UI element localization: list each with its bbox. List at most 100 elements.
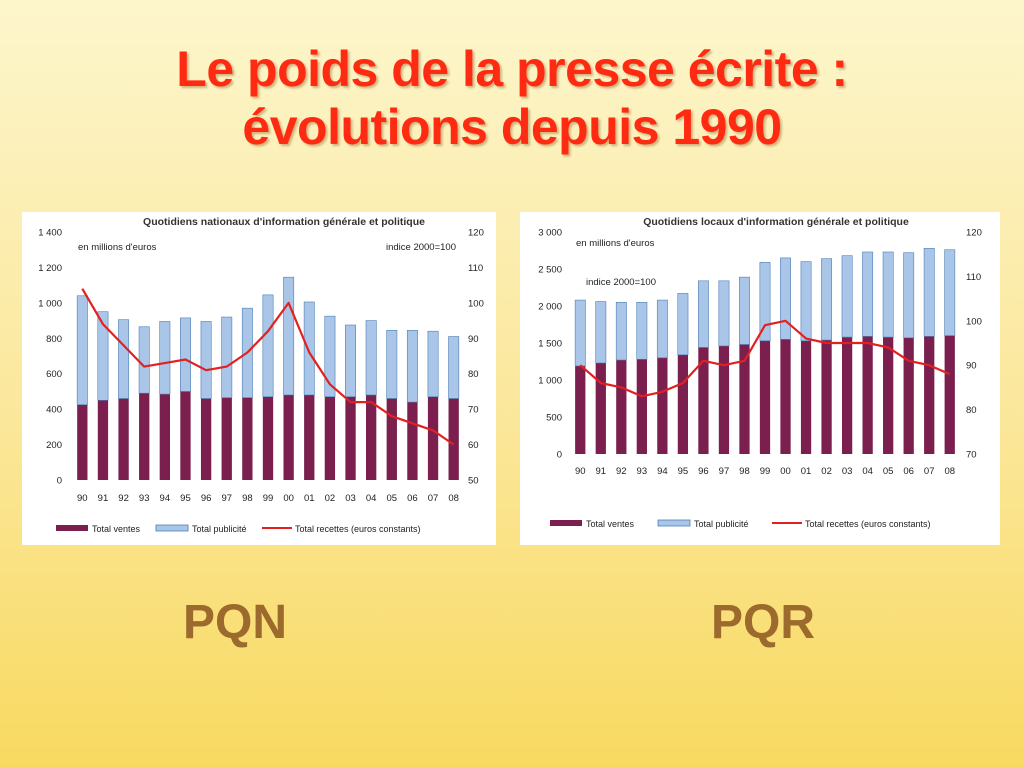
pqn-bar-publicite [386, 330, 398, 399]
pqn-bar-ventes [407, 402, 418, 480]
pqr-bar-ventes [575, 365, 586, 454]
pqr-bar-ventes [924, 336, 935, 454]
pqn-bar-ventes [366, 394, 377, 480]
pqn-left-tick-label: 400 [46, 405, 62, 416]
pqr-bar-publicite [677, 293, 689, 356]
pqr-right-tick-label: 120 [966, 228, 982, 239]
pqr-bar-publicite [862, 251, 874, 337]
pqr-bar-publicite [615, 302, 627, 361]
pqn-bar-ventes [180, 391, 191, 480]
pqn-bar-publicite [448, 336, 460, 399]
pqn-legend-swatch-ventes [56, 525, 88, 531]
pqn-left-tick-label: 600 [46, 369, 62, 380]
pqn-bar-publicite [283, 276, 295, 396]
pqr-bar-ventes [759, 340, 771, 454]
pqn-category-label: 06 [407, 493, 418, 504]
pqn-bar-publicite [118, 319, 130, 399]
pqr-bar-ventes [841, 337, 853, 454]
pqr-legend-swatch-publicite [657, 519, 691, 527]
pqn-bar-ventes [200, 398, 212, 480]
slide-title-line-2: évolutions depuis 1990 [242, 99, 782, 155]
pqr-line-recettes [579, 319, 951, 398]
pqr-category-label: 00 [780, 466, 791, 477]
pqr-bar-ventes [944, 335, 955, 454]
pqr-bar-ventes [800, 340, 812, 454]
pqn-bar-publicite [180, 317, 191, 392]
pqn-bar-publicite [303, 301, 315, 396]
pqr-bar-ventes [883, 337, 894, 454]
pqr-legend-swatch-ventes [550, 520, 582, 526]
pqr-bar-ventes [862, 336, 873, 454]
pqn-line-recettes [81, 288, 455, 446]
pqr-left-tick-label: 1 000 [538, 376, 562, 387]
pqn-category-label: 02 [325, 493, 336, 504]
pqr-right-tick-label: 70 [966, 450, 977, 461]
pqn-bar-ventes [242, 397, 253, 480]
pqr-right-tick-label: 90 [966, 361, 977, 372]
pqr-bar-publicite [574, 299, 586, 367]
pqr-right-tick-label: 110 [966, 272, 981, 283]
pqn-bar-ventes [159, 394, 170, 480]
pqr-category-label: 03 [842, 466, 853, 477]
pqr-category-label: 95 [678, 466, 689, 477]
pqr-legend-label-publicite: Total publicité [694, 519, 749, 529]
pqr-bar-ventes [718, 345, 730, 454]
pqr-bar-publicite [903, 252, 915, 339]
pqn-unit-left: en millions d'euros [78, 242, 157, 253]
pqr-bar-publicite [821, 258, 833, 341]
pqn-bar-publicite [159, 321, 171, 395]
pqn-right-tick-label: 100 [468, 298, 484, 309]
pqn-legend-label-publicite: Total publicité [192, 524, 247, 534]
pqr-left-tick-label: 1 500 [538, 339, 562, 350]
pqn-bar-publicite [365, 320, 377, 396]
pqn-bar-ventes [427, 396, 439, 480]
pqn-category-label: 96 [201, 493, 212, 504]
pqr-legend-label-recettes: Total recettes (euros constants) [805, 519, 931, 529]
pqn-right-tick-label: 110 [468, 263, 483, 274]
pqn-category-label: 95 [180, 493, 191, 504]
pqn-bar-publicite [97, 311, 109, 401]
pqr-category-label: 91 [596, 466, 607, 477]
pqr-category-label: 06 [903, 466, 914, 477]
pqr-category-label: 01 [801, 466, 812, 477]
pqr-unit-right: indice 2000=100 [586, 277, 656, 288]
pqn-legend-label-recettes: Total recettes (euros constants) [295, 524, 421, 534]
pqr-bar-ventes [677, 354, 689, 454]
pqr-category-label: 92 [616, 466, 627, 477]
pqn-category-label: 97 [221, 493, 232, 504]
pqr-bar-publicite [595, 301, 607, 364]
pqn-bar-ventes [139, 393, 150, 480]
pqr-bar-publicite [739, 276, 750, 345]
pqn-bar-ventes [386, 398, 397, 480]
pqn-right-tick-label: 70 [468, 405, 479, 416]
pqn-category-label: 99 [263, 493, 274, 504]
pqr-unit-left: en millions d'euros [576, 238, 655, 249]
pqr-left-tick-label: 500 [546, 413, 562, 424]
pqr-bar-publicite [780, 257, 791, 340]
pqr-category-label: 96 [698, 466, 709, 477]
pqn-left-tick-label: 1 400 [38, 228, 62, 239]
pqn-legend-label-ventes: Total ventes [92, 524, 141, 534]
pqn-bar-publicite [427, 330, 439, 398]
pqr-category-label: 08 [944, 466, 955, 477]
pqn-category-label: 93 [139, 493, 150, 504]
pqn-left-tick-label: 0 [57, 476, 62, 487]
pqr-left-tick-label: 0 [557, 450, 562, 461]
pqr-category-label: 05 [883, 466, 894, 477]
pqn-bar-publicite [76, 295, 88, 406]
pqn-bar-publicite [406, 330, 418, 403]
pqn-bar-publicite [324, 315, 336, 398]
pqn-bar-ventes [97, 400, 109, 480]
pqn-right-tick-label: 50 [468, 476, 479, 487]
pqr-category-label: 94 [657, 466, 668, 477]
chart-pqr: Quotidiens locaux d'information générale… [520, 212, 1000, 545]
pqr-bar-publicite [697, 280, 709, 348]
pqn-right-tick-label: 90 [468, 334, 479, 345]
chart-pqr-svg: Quotidiens locaux d'information générale… [538, 216, 982, 529]
pqn-category-label: 91 [98, 493, 109, 504]
pqn-bar-ventes [221, 397, 232, 480]
pqn-category-label: 98 [242, 493, 253, 504]
pqn-left-tick-label: 200 [46, 440, 62, 451]
chart-pqn-svg: Quotidiens nationaux d'information génér… [38, 216, 484, 534]
pqr-left-tick-label: 3 000 [538, 228, 562, 239]
